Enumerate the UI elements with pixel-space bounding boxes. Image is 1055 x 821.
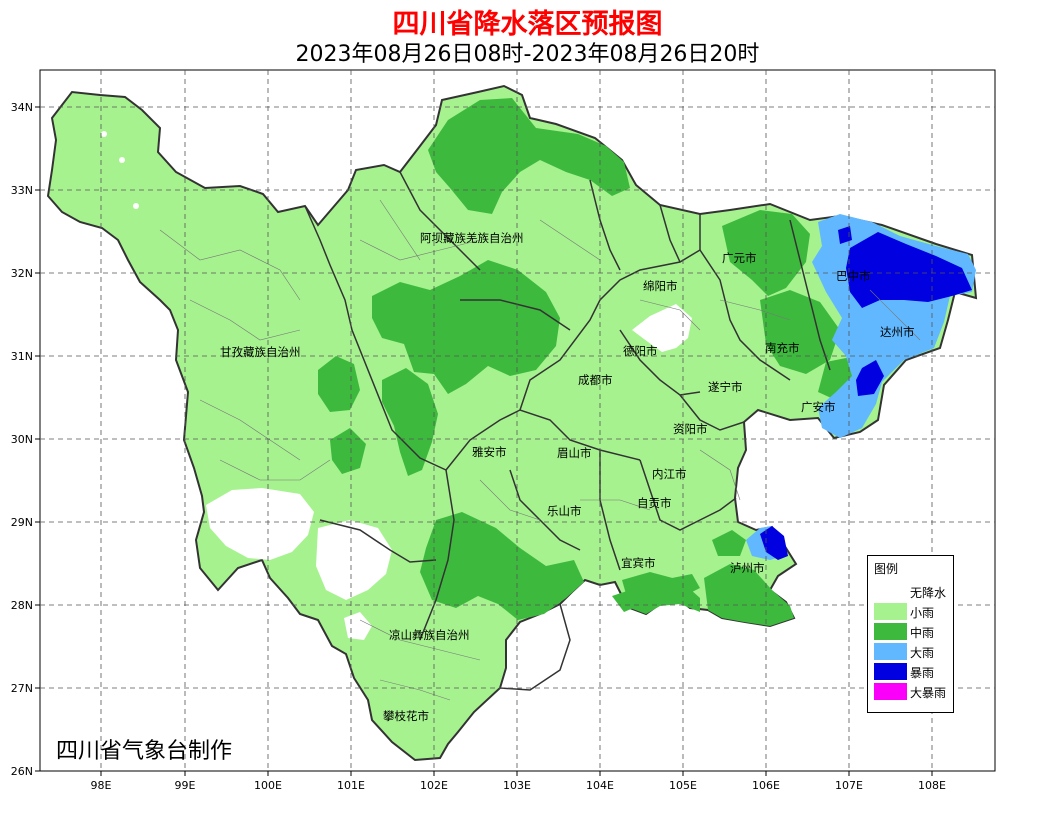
city-label: 泸州市 bbox=[730, 561, 765, 575]
legend-label: 无降水 bbox=[910, 586, 947, 600]
legend-swatch bbox=[874, 623, 907, 640]
y-tick-label: 34N bbox=[11, 101, 33, 114]
map-subtitle: 2023年08月26日08时-2023年08月26日20时 bbox=[295, 42, 760, 67]
city-label: 资阳市 bbox=[673, 422, 708, 436]
moderate-rain-areas bbox=[318, 98, 876, 626]
legend-swatch bbox=[874, 603, 907, 620]
legend-swatch bbox=[874, 643, 907, 660]
city-label: 内江市 bbox=[652, 467, 687, 481]
x-tick-label: 98E bbox=[91, 779, 112, 792]
city-label: 眉山市 bbox=[557, 446, 592, 460]
x-tick-label: 107E bbox=[835, 779, 863, 792]
legend-swatch bbox=[874, 683, 907, 700]
x-tick-label: 99E bbox=[175, 779, 196, 792]
legend-label: 大雨 bbox=[910, 646, 935, 660]
y-tick-label: 26N bbox=[11, 765, 33, 778]
map-title: 四川省降水落区预报图 bbox=[392, 9, 663, 40]
prefecture-boundaries bbox=[304, 171, 831, 691]
legend-swatch bbox=[874, 583, 907, 600]
city-label: 达州市 bbox=[880, 325, 915, 339]
x-tick-label: 108E bbox=[918, 779, 946, 792]
city-label: 乐山市 bbox=[547, 504, 582, 518]
y-tick-label: 33N bbox=[11, 184, 33, 197]
city-label: 德阳市 bbox=[623, 344, 658, 358]
credit-label: 四川省气象台制作 bbox=[56, 739, 233, 764]
city-label: 广元市 bbox=[722, 251, 757, 265]
x-tick-label: 106E bbox=[752, 779, 780, 792]
tick-marks bbox=[35, 106, 933, 776]
legend-item-light-rain: 小雨 bbox=[874, 602, 950, 620]
y-tick-label: 30N bbox=[11, 433, 33, 446]
legend-item-no-rain: 无降水 bbox=[874, 582, 950, 600]
y-tick-label: 31N bbox=[11, 350, 33, 363]
x-tick-label: 105E bbox=[669, 779, 697, 792]
legend-item-moderate-rain: 中雨 bbox=[874, 622, 950, 640]
y-tick-label: 28N bbox=[11, 599, 33, 612]
legend-title: 图例 bbox=[874, 562, 899, 576]
city-label: 凉山彝族自治州 bbox=[389, 628, 470, 642]
x-axis-labels: 98E 99E 100E 101E 102E 103E 104E 105E 10… bbox=[91, 779, 946, 792]
rainstorm-areas bbox=[760, 226, 972, 560]
city-label: 攀枝花市 bbox=[383, 709, 429, 723]
legend-label: 小雨 bbox=[910, 606, 935, 620]
city-label: 成都市 bbox=[578, 373, 613, 387]
city-label: 宜宾市 bbox=[621, 556, 656, 570]
legend-item-heavy-rain: 大雨 bbox=[874, 642, 950, 660]
county-boundaries bbox=[159, 199, 921, 701]
y-axis-labels: 34N 33N 32N 31N 30N 29N 28N 27N 26N bbox=[11, 101, 33, 778]
legend-label: 中雨 bbox=[910, 626, 935, 640]
city-label: 绵阳市 bbox=[643, 279, 678, 293]
city-label: 广安市 bbox=[801, 400, 836, 414]
y-tick-label: 32N bbox=[11, 267, 33, 280]
city-label: 遂宁市 bbox=[708, 380, 743, 394]
x-tick-label: 101E bbox=[337, 779, 365, 792]
x-tick-label: 102E bbox=[420, 779, 448, 792]
city-label: 巴中市 bbox=[836, 269, 871, 283]
city-label: 自贡市 bbox=[637, 496, 672, 510]
legend: 图例 无降水 小雨 中雨 大雨 暴雨 大暴雨 bbox=[867, 555, 954, 713]
x-tick-label: 104E bbox=[586, 779, 614, 792]
x-tick-label: 100E bbox=[254, 779, 282, 792]
y-tick-label: 27N bbox=[11, 682, 33, 695]
legend-label: 大暴雨 bbox=[910, 686, 947, 700]
city-label: 阿坝藏族羌族自治州 bbox=[420, 231, 524, 245]
x-tick-label: 103E bbox=[503, 779, 531, 792]
city-labels: 阿坝藏族羌族自治州 广元市 巴中市 绵阳市 达州市 德阳市 甘孜藏族自治州 南充… bbox=[220, 231, 915, 723]
legend-swatch bbox=[874, 663, 907, 680]
legend-item-rainstorm: 暴雨 bbox=[874, 662, 950, 680]
graticule bbox=[40, 70, 995, 771]
no-rain-areas bbox=[101, 131, 692, 640]
city-label: 甘孜藏族自治州 bbox=[220, 345, 301, 359]
city-label: 南充市 bbox=[765, 341, 800, 355]
y-tick-label: 29N bbox=[11, 516, 33, 529]
legend-label: 暴雨 bbox=[910, 666, 935, 680]
city-label: 雅安市 bbox=[472, 445, 507, 459]
legend-item-heavy-rainstorm: 大暴雨 bbox=[874, 682, 950, 700]
